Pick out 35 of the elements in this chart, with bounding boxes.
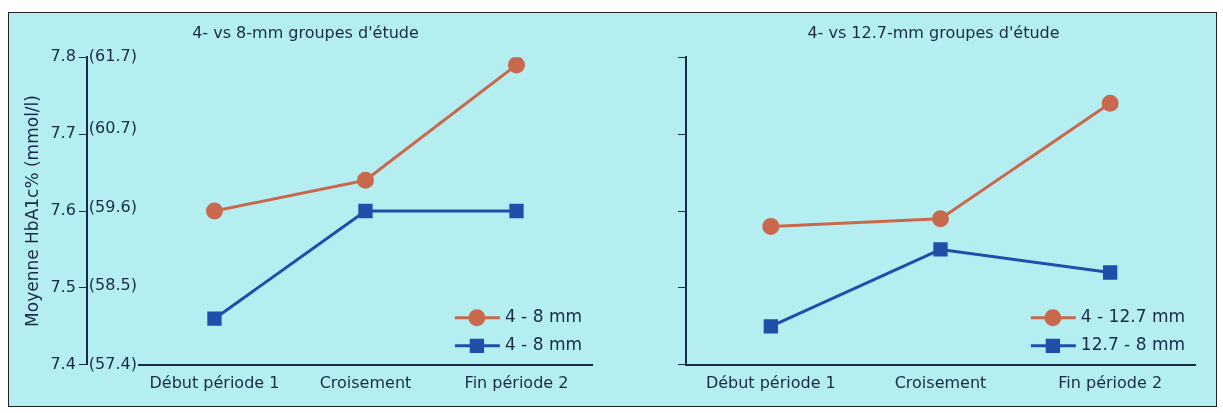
point (509, 203, 524, 219)
x-tick-label: Fin période 2 (464, 372, 569, 392)
y-tick-label: 7.7 (50, 123, 76, 143)
point (205, 202, 223, 220)
x-tick-label: Croisement (319, 372, 412, 392)
x-tick-label: Début période 1 (705, 372, 836, 392)
point (1103, 265, 1118, 280)
chart-title: 4- vs 12.7-mm groupes d'étude (807, 22, 1060, 42)
y2-tick-label: (61.7) (88, 46, 137, 66)
point (762, 217, 780, 235)
y2-tick-label: (60.7) (88, 117, 137, 137)
point (356, 171, 374, 189)
legend-label: 4 - 8 mm (504, 334, 583, 355)
point (1101, 94, 1119, 112)
y-tick-label: 7.6 (50, 200, 76, 220)
legend-label: 4 - 12.7 mm (1080, 306, 1186, 327)
y-axis-title: Moyenne HbA1c% (mmol/l) (21, 95, 42, 327)
point (507, 57, 525, 74)
x-tick-label: Croisement (894, 372, 987, 392)
point (763, 319, 778, 334)
y2-tick-label: (58.5) (88, 275, 137, 295)
legend-label: 4 - 8 mm (504, 306, 583, 327)
y-tick-label: 7.8 (50, 46, 76, 66)
y2-tick-label: (59.6) (88, 196, 137, 216)
point (932, 210, 949, 228)
point (358, 203, 373, 219)
y-tick-label: 7.4 (50, 353, 76, 373)
x-tick-label: Début période 1 (149, 372, 280, 392)
chart-title: 4- vs 8-mm groupes d'étude (192, 22, 419, 42)
y2-tick-label: (57.4) (88, 353, 137, 373)
x-tick-label: Fin période 2 (1058, 372, 1163, 392)
y-tick-label: 7.5 (50, 277, 76, 297)
legend-label: 12.7 - 8 mm (1080, 334, 1186, 355)
point (933, 242, 948, 257)
point (207, 311, 222, 326)
